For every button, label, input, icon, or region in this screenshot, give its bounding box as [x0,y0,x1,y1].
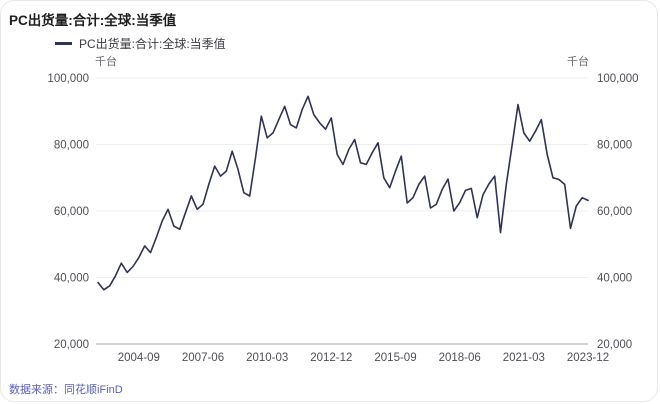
legend-label: PC出货量:合计:全球:当季值 [79,37,226,51]
y-tick-label-right: 40,000 [597,273,632,285]
y-tick-label-right: 100,000 [597,73,639,85]
y-tick-label-right: 80,000 [597,140,632,152]
x-tick-label: 2023-12 [567,352,609,364]
x-tick-label: 2015-09 [374,352,416,364]
legend: PC出货量:合计:全球:当季值 [55,35,226,52]
x-tick-label: 2010-03 [246,352,288,364]
y-axis-unit-left: 千台 [95,56,117,68]
y-tick-label-left: 60,000 [54,206,89,218]
legend-line-swatch [55,42,72,45]
pc-shipments-line [97,95,589,291]
y-tick-label-right: 20,000 [597,339,632,351]
y-tick-label-left: 100,000 [47,73,89,85]
y-axis-unit-right: 千台 [567,56,589,68]
y-tick-label-left: 40,000 [54,273,89,285]
x-tick-label: 2021-03 [503,352,545,364]
x-tick-label: 2007-06 [182,352,224,364]
x-tick-label: 2004-09 [118,352,160,364]
chart-title: PC出货量:合计:全球:当季值 [9,13,177,28]
x-tick-label: 2018-06 [439,352,481,364]
data-source-label: 数据来源：同花顺iFinD [9,384,123,396]
y-tick-label-left: 20,000 [54,339,89,351]
x-tick-label: 2012-12 [310,352,352,364]
y-tick-label-right: 60,000 [597,206,632,218]
y-tick-label-left: 80,000 [54,140,89,152]
